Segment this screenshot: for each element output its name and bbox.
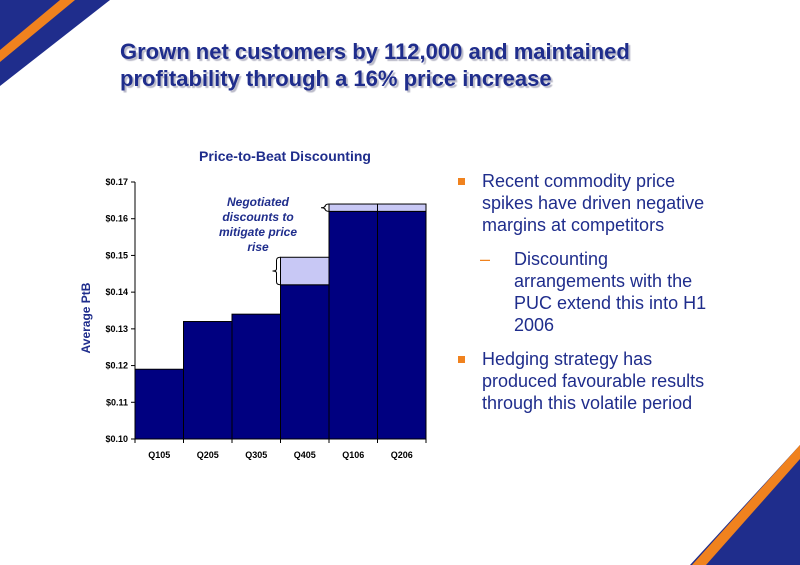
page-number: 58 xyxy=(709,510,723,524)
bullet-item-1: Recent commodity price spikes have drive… xyxy=(458,170,758,236)
discount-bar-Q405 xyxy=(280,256,330,286)
bullet-2-line-2: produced favourable results xyxy=(482,371,705,391)
annotation-line-3: mitigate price xyxy=(219,225,297,239)
y-tick-label-3: $0.13 xyxy=(105,324,128,334)
slide-title: Grown net customers by 112,000 and maint… xyxy=(120,38,760,92)
bullet-2-line-1: Hedging strategy has xyxy=(482,349,653,369)
bullet-1-line-1: Recent commodity price xyxy=(482,171,676,191)
bar-Q205 xyxy=(183,321,233,440)
title-line-1: Grown net customers by 112,000 and maint… xyxy=(120,39,630,64)
x-tick-label-Q205: Q205 xyxy=(197,450,219,460)
chart-title: Price-to-Beat Discounting xyxy=(199,148,371,164)
y-tick-label-6: $0.16 xyxy=(105,214,128,224)
x-tick-label-Q305: Q305 xyxy=(245,450,267,460)
sub-bullet-line-1: Discounting xyxy=(514,249,609,269)
sub-bullet-line-3: PUC extend this into H1 xyxy=(514,293,707,313)
x-tick-label-Q206: Q206 xyxy=(391,450,413,460)
sub-bullet-line-4: 2006 xyxy=(514,315,555,335)
x-tick-label-Q106: Q106 xyxy=(342,450,364,460)
annotation-line-2: discounts to xyxy=(222,210,293,224)
bullet-marker-1 xyxy=(458,178,465,185)
bullet-1-line-2: spikes have driven negative xyxy=(482,193,705,213)
bar-Q106 xyxy=(328,210,378,440)
discount-bar-Q206 xyxy=(377,203,427,212)
x-tick-label-Q105: Q105 xyxy=(148,450,170,460)
y-axis-label: Average PtB xyxy=(79,282,93,353)
bullet-1-line-3: margins at competitors xyxy=(482,215,665,235)
y-tick-label-4: $0.14 xyxy=(105,287,128,297)
corner-decoration-top-left xyxy=(0,0,110,86)
bullet-marker-2 xyxy=(458,356,465,363)
x-tick-label-Q405: Q405 xyxy=(294,450,316,460)
bar-Q305 xyxy=(231,313,281,440)
sub-bullet-1: – Discounting arrangements with the PUC … xyxy=(458,248,758,336)
bullet-item-2: Hedging strategy has produced favourable… xyxy=(458,348,758,414)
bar-Q405 xyxy=(280,284,330,440)
bar-Q206 xyxy=(377,210,427,440)
y-tick-label-2: $0.12 xyxy=(105,361,128,371)
annotation-line-1: Negotiated xyxy=(227,195,290,209)
bullet-2-line-3: through this volatile period xyxy=(482,393,693,413)
bullet-list: Recent commodity price spikes have drive… xyxy=(458,170,758,426)
brace-q405 xyxy=(272,256,281,286)
sub-bullet-dash: – xyxy=(480,249,491,269)
discount-bar-Q106 xyxy=(328,203,378,212)
y-tick-label-7: $0.17 xyxy=(105,177,128,187)
sub-bullet-line-2: arrangements with the xyxy=(514,271,693,291)
title-line-2: profitability through a 16% price increa… xyxy=(120,66,552,91)
bar-Q105 xyxy=(134,368,184,440)
corner-decoration-bottom-right xyxy=(690,445,800,565)
y-tick-label-0: $0.10 xyxy=(105,434,128,444)
y-tick-label-5: $0.15 xyxy=(105,250,128,260)
annotation-line-4: rise xyxy=(247,240,269,254)
brace-q106 xyxy=(320,203,330,212)
y-tick-label-1: $0.11 xyxy=(106,397,128,407)
